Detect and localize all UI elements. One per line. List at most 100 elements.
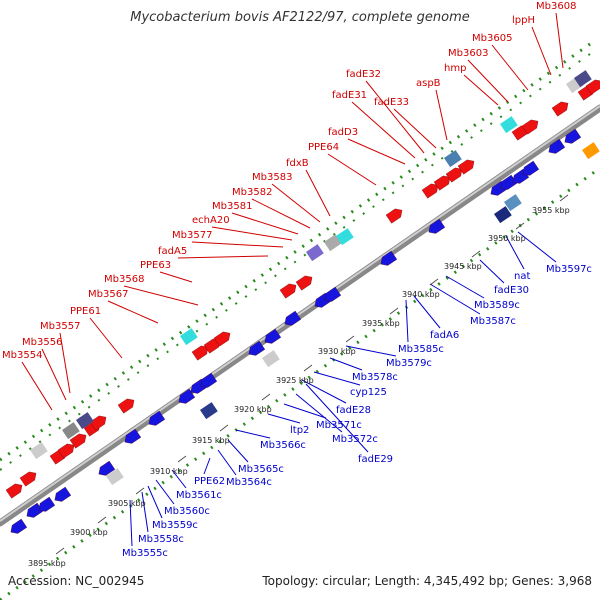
gene-label-mb3571c: Mb3571c xyxy=(316,420,362,431)
reverse-gene-4 xyxy=(54,486,72,502)
gene-label-cyp125: cyp125 xyxy=(350,387,387,398)
reverse-gene-16 xyxy=(380,250,398,266)
callout-line-mb3568 xyxy=(123,285,199,306)
callout-line-hmp xyxy=(463,74,499,106)
callout-line-mb3556 xyxy=(41,348,67,401)
tick-label-3930-kbp: 3930 kbp xyxy=(318,347,356,356)
reverse-gene-5 xyxy=(98,460,116,476)
gene-label-mb3581: Mb3581 xyxy=(212,201,252,212)
callout-line-lpph xyxy=(531,26,552,76)
callout-line-mb3571c xyxy=(283,403,327,419)
forward-gene-9 xyxy=(191,345,209,361)
forward-gene-18 xyxy=(457,159,475,175)
gene-label-mb3605: Mb3605 xyxy=(472,33,512,44)
gene-box-9 xyxy=(504,194,522,212)
gene-label-mb3582: Mb3582 xyxy=(232,187,272,198)
gene-label-fdxb: fdxB xyxy=(286,158,309,169)
tick-mark-3900-kbp xyxy=(97,516,107,524)
tick-mark-3910-kbp xyxy=(177,455,187,463)
gene-box-13 xyxy=(574,70,592,88)
forward-gene-15 xyxy=(421,183,439,199)
callout-line-mb3582 xyxy=(251,198,311,229)
gene-box-8 xyxy=(494,206,512,224)
gene-label-fade31: fadE31 xyxy=(332,90,367,101)
forward-gene-17 xyxy=(445,167,463,183)
callout-line-mb3579c xyxy=(345,345,397,357)
reverse-gene-23 xyxy=(564,128,582,144)
gene-label-ltp2: ltp2 xyxy=(290,425,309,436)
gene-label-mb3567: Mb3567 xyxy=(88,289,128,300)
gene-label-mb3587c: Mb3587c xyxy=(470,316,516,327)
forward-gene-4 xyxy=(57,443,75,459)
callout-line-mb3567 xyxy=(107,300,159,324)
callout-line-mb3555c xyxy=(129,499,133,547)
gene-label-nat: nat xyxy=(514,271,530,282)
gene-label-mb3608: Mb3608 xyxy=(536,1,576,12)
gene-box-15 xyxy=(76,412,94,430)
outer-tick-track xyxy=(0,53,591,471)
reverse-gene-6 xyxy=(124,428,142,444)
callout-line-mb3572c xyxy=(295,393,343,433)
topology-summary: Topology: circular; Length: 4,345,492 bp… xyxy=(262,574,592,588)
gene-label-mb3585c: Mb3585c xyxy=(398,344,444,355)
callout-line-mb3560c xyxy=(155,479,175,505)
callout-line-fdxb xyxy=(305,169,331,217)
forward-gene-21 xyxy=(551,101,569,117)
tick-mark-3935-kbp xyxy=(389,307,399,315)
reverse-gene-21 xyxy=(522,160,540,176)
callout-line-mb3564c xyxy=(217,449,237,476)
tick-label-3955-kbp: 3955 kbp xyxy=(532,206,570,215)
gene-label-mb3559c: Mb3559c xyxy=(152,520,198,531)
reverse-gene-19 xyxy=(500,174,518,190)
gene-label-mb3572c: Mb3572c xyxy=(332,434,378,445)
gene-label-mb3565c: Mb3565c xyxy=(238,464,284,475)
callout-line-ppe63 xyxy=(159,271,193,283)
genome-backbone-highlight xyxy=(0,105,600,522)
callout-line-mb3585c xyxy=(405,299,409,343)
reverse-gene-8 xyxy=(178,388,196,404)
gene-box-4 xyxy=(336,228,354,246)
tick-label-3940-kbp: 3940 kbp xyxy=(402,290,440,299)
gene-label-fade32: fadE32 xyxy=(346,69,381,80)
callout-line-fade32 xyxy=(365,80,425,154)
gene-label-ppe63: PPE63 xyxy=(140,260,171,271)
forward-gene-16 xyxy=(433,175,451,191)
gene-label-fade28: fadE28 xyxy=(336,405,371,416)
tick-mark-3925-kbp xyxy=(303,364,313,372)
callout-line-mb3554 xyxy=(21,361,53,411)
callout-line-mb3589c xyxy=(445,275,485,299)
gene-label-mb3556: Mb3556 xyxy=(22,337,62,348)
callout-line-fada5 xyxy=(177,255,269,259)
gene-box-1 xyxy=(180,328,198,346)
gene-label-mb3603: Mb3603 xyxy=(448,48,488,59)
callout-line-mb3557 xyxy=(59,332,71,394)
reverse-gene-7 xyxy=(148,410,166,426)
reverse-gene-1 xyxy=(10,518,28,534)
gene-label-mb3560c: Mb3560c xyxy=(164,506,210,517)
gene-box-3 xyxy=(324,234,342,252)
tick-label-3935-kbp: 3935 kbp xyxy=(362,319,400,328)
forward-gene-14 xyxy=(385,208,403,224)
gene-label-fada5: fadA5 xyxy=(158,246,187,257)
reverse-gene-15 xyxy=(324,286,342,302)
gene-box-7 xyxy=(444,150,462,168)
callout-line-ppe62 xyxy=(203,457,211,475)
callout-line-mb3587c xyxy=(429,283,481,315)
map-title: Mycobacterium bovis AF2122/97, complete … xyxy=(130,10,470,25)
tick-mark-3895-kbp xyxy=(55,547,65,555)
tick-mark-3945-kbp xyxy=(471,250,481,258)
gene-features xyxy=(5,70,600,534)
tick-mark-3955-kbp xyxy=(559,194,569,202)
gene-label-mb3583: Mb3583 xyxy=(252,172,292,183)
forward-gene-1 xyxy=(5,483,23,499)
gene-label-mb3555c: Mb3555c xyxy=(122,548,168,559)
accession-label: Accession: NC_002945 xyxy=(8,574,145,588)
genome-backbone xyxy=(0,104,600,527)
callout-line-fada6 xyxy=(413,295,441,329)
tick-label-3950-kbp: 3950 kbp xyxy=(488,234,526,243)
callout-line-mb3603 xyxy=(467,59,509,103)
gene-label-mb3597c: Mb3597c xyxy=(546,264,592,275)
gene-box-11 xyxy=(582,142,600,160)
callout-line-mb3597c xyxy=(517,231,557,263)
